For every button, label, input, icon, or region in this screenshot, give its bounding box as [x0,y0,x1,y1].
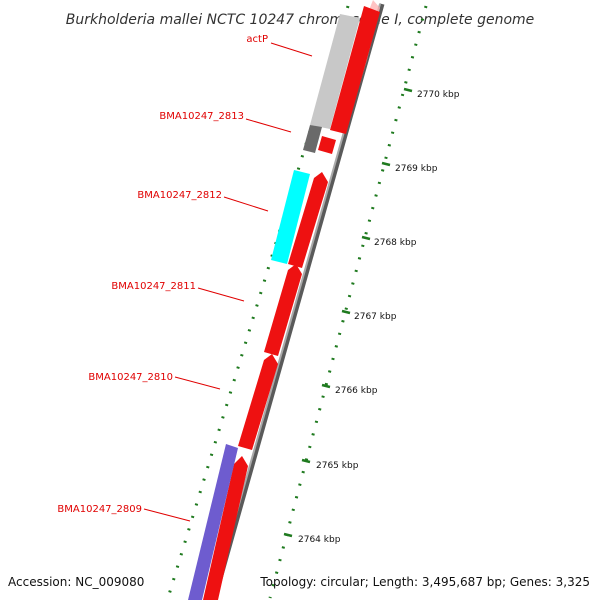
kbp-label-2766: 2766 kbp [335,386,378,396]
gene-labels: actP BMA10247_2813 BMA10247_2812 BMA1024… [57,34,313,522]
gene-bma10247-2809[interactable] [188,444,238,600]
kbp-label-2768: 2768 kbp [374,238,417,248]
gene-2809-forward[interactable] [203,456,248,600]
genome-title: Burkholderia mallei NCTC 10247 chromosom… [66,12,535,28]
kbp-major-ticks [283,87,413,538]
kbp-label-2764: 2764 kbp [298,535,341,545]
gene-label-bma10247-2811[interactable]: BMA10247_2811 [111,281,196,292]
gene-label-bma10247-2813[interactable]: BMA10247_2813 [159,111,244,122]
gene-2811-forward[interactable] [264,264,302,356]
gene-2810-forward[interactable] [238,354,278,450]
kbp-label-2770: 2770 kbp [417,90,460,100]
kbp-label-2767: 2767 kbp [354,312,397,322]
kbp-labels: 2770 kbp 2769 kbp 2768 kbp 2767 kbp 2766… [298,90,460,545]
gene-label-bma10247-2812[interactable]: BMA10247_2812 [137,190,222,201]
accession-text: Accession: NC_009080 [8,575,144,589]
gene-2812-forward[interactable] [288,172,328,268]
forward-genes [203,0,380,600]
kbp-label-2765: 2765 kbp [316,461,359,471]
gene-bma10247-2813[interactable] [303,125,322,153]
gene-label-actp[interactable]: actP [246,34,268,45]
gene-bma10247-2812[interactable] [271,170,310,264]
reverse-genes [188,14,360,600]
gene-actp-forward[interactable] [330,6,380,134]
gene-label-bma10247-2809[interactable]: BMA10247_2809 [57,504,142,515]
gene-label-bma10247-2810[interactable]: BMA10247_2810 [88,372,173,383]
gene-actp[interactable] [310,14,360,129]
kbp-label-2769: 2769 kbp [395,164,438,174]
gene-2813-forward[interactable] [318,136,336,154]
genome-summary-text: Topology: circular; Length: 3,495,687 bp… [259,575,590,589]
